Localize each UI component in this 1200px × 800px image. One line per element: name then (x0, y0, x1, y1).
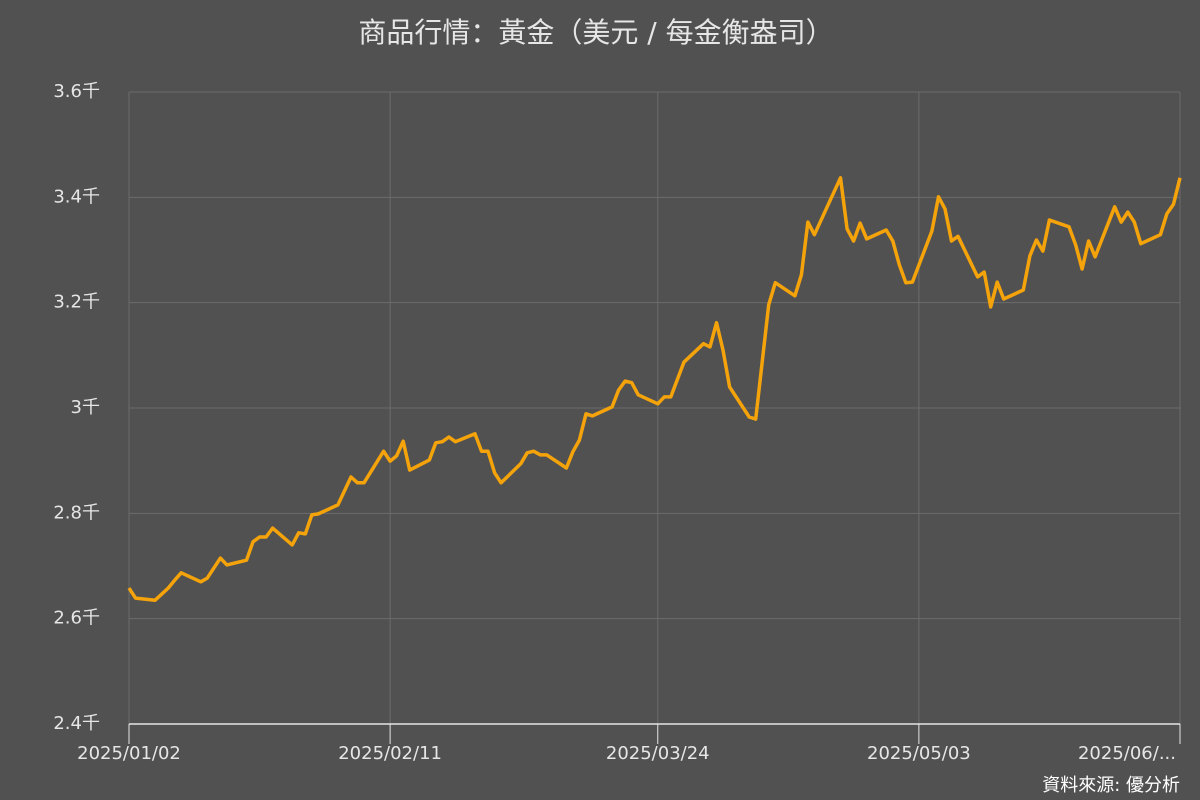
chart-title: 商品行情：黃金（美元 / 每金衡盎司） (358, 16, 833, 49)
y-tick-label: 3千 (71, 397, 100, 418)
x-tick-label: 2025/06/... (1078, 743, 1176, 764)
y-tick-label: 3.6千 (53, 81, 100, 102)
y-tick-label: 2.6千 (53, 608, 100, 629)
y-tick-label: 2.8千 (53, 502, 100, 523)
x-tick-label: 2025/03/24 (606, 743, 710, 764)
data-line (127, 176, 1182, 602)
y-tick-label: 2.4千 (53, 713, 100, 734)
source-note: 資料來源: 優分析 (1042, 775, 1180, 796)
x-tick-label: 2025/02/11 (338, 743, 442, 764)
y-tick-label: 3.2千 (53, 292, 100, 313)
y-tick-label: 3.4千 (53, 186, 100, 207)
x-tick-label: 2025/05/03 (867, 743, 971, 764)
x-tick-label: 2025/01/02 (77, 743, 181, 764)
